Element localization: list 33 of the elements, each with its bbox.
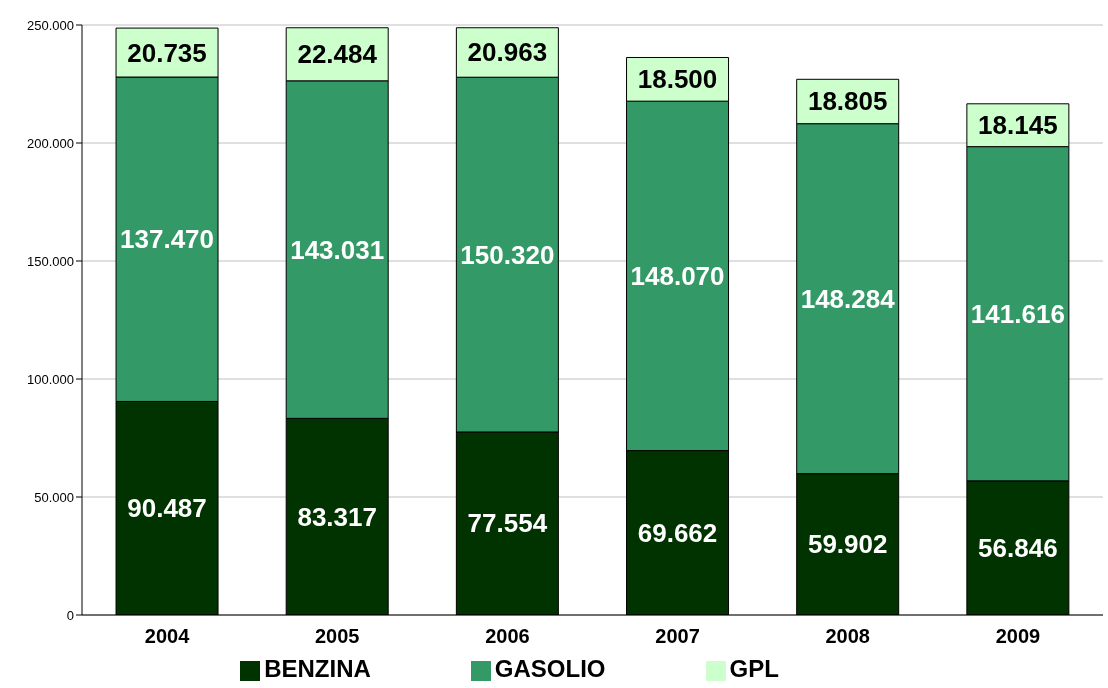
y-tick-label: 100.000 xyxy=(27,371,74,387)
y-tick-label: 250.000 xyxy=(27,17,74,33)
legend-label: BENZINA xyxy=(264,655,371,682)
x-tick-label: 2005 xyxy=(315,625,360,648)
data-label: 143.031 xyxy=(290,234,385,265)
data-label: 141.616 xyxy=(970,298,1065,329)
y-tick-label: 50.000 xyxy=(34,489,74,505)
x-tick-label: 2006 xyxy=(485,625,530,648)
y-tick-label: 150.000 xyxy=(27,253,74,269)
data-label: 18.805 xyxy=(807,86,888,117)
data-label: 20.963 xyxy=(467,37,548,68)
data-label: 56.846 xyxy=(978,532,1058,563)
legend-label: GASOLIO xyxy=(494,655,606,682)
data-label: 18.500 xyxy=(637,64,718,95)
y-tick-label: 200.000 xyxy=(27,135,74,151)
data-label: 18.145 xyxy=(978,110,1058,141)
data-label: 150.320 xyxy=(460,239,555,270)
data-label: 59.902 xyxy=(807,529,888,560)
data-label: 148.070 xyxy=(630,260,725,291)
legend-label: GPL xyxy=(729,655,779,682)
data-label: 137.470 xyxy=(120,224,215,255)
data-label: 69.662 xyxy=(637,517,718,548)
data-label: 22.484 xyxy=(297,39,378,70)
data-label: 20.735 xyxy=(127,37,207,68)
data-label: 83.317 xyxy=(297,501,377,532)
data-label: 77.554 xyxy=(467,508,548,539)
data-label: 90.487 xyxy=(127,493,207,524)
x-tick-label: 2004 xyxy=(144,625,191,648)
x-tick-label: 2008 xyxy=(825,625,870,648)
x-tick-label: 2007 xyxy=(655,625,700,648)
x-tick-label: 2009 xyxy=(995,625,1041,648)
y-tick-label: 0 xyxy=(66,607,74,623)
data-label: 148.284 xyxy=(800,283,896,314)
